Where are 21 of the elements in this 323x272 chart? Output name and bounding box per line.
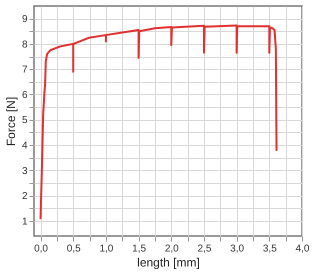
y-tick-label: 7 [22,64,28,76]
y-tick-label: 9 [22,14,28,26]
x-tick-label: 3,5 [262,244,278,254]
x-tick-label: 1,5 [132,244,146,254]
x-axis-title: length [mm] [137,256,200,270]
y-tick-label: 6 [22,90,28,101]
y-tick-label: 4 [22,140,28,152]
x-tick-label: 0,5 [66,244,82,254]
x-tick-label: 2,5 [198,244,212,254]
line-series [40,24,278,220]
y-tick-label: 2 [22,191,28,202]
x-tick-label: 2,0 [164,244,180,254]
y-axis-title: Force [N] [4,96,18,146]
x-tick-label: 0,0 [34,244,48,254]
y-tick-label: 1 [22,216,28,228]
x-tick-label: 3,0 [230,244,245,254]
x-tick-label: 1,0 [99,244,114,254]
y-tick-label: 5 [22,115,28,126]
y-tick-label: 3 [22,166,28,177]
x-tick-label: 4,0 [296,244,310,254]
y-tick-label: 8 [22,39,28,50]
